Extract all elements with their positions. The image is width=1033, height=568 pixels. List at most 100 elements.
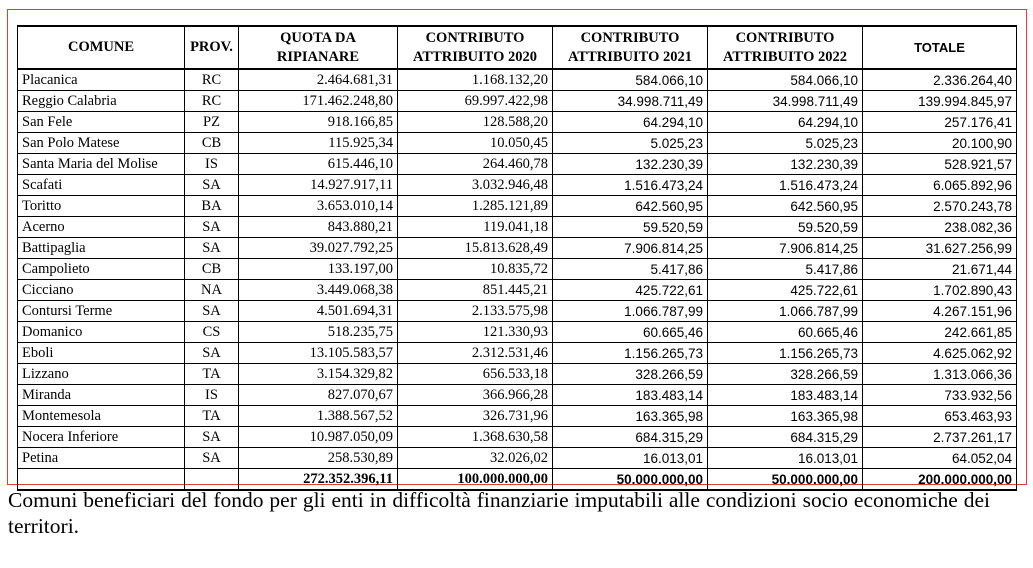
cell-c2020: 119.041,18	[397, 216, 553, 238]
cell-totale: 139.994.845,97	[862, 90, 1017, 112]
table-row: Scafati SA 14.927.917,11 3.032.946,48 1.516.…	[17, 174, 1017, 196]
cell-quota: 518.235,75	[238, 321, 398, 343]
header-c2022-line2: ATTRIBUITO 2022	[723, 48, 847, 65]
cell-comune: Santa Maria del Molise	[17, 153, 185, 175]
table-row: Acerno SA 843.880,21 119.041,18 59.520,59 59.…	[17, 216, 1017, 238]
cell-comune: Contursi Terme	[17, 300, 185, 322]
cell-c2020: 326.731,96	[397, 405, 553, 427]
cell-c2020: 1.168.132,20	[397, 68, 553, 91]
cell-prov: SA	[184, 237, 239, 259]
cell-c2022: 59.520,59	[707, 216, 863, 238]
table-caption: Comuni beneficiari del fondo per gli ent…	[8, 488, 990, 538]
cell-c2022: 7.906.814,25	[707, 237, 863, 259]
total-totale: 200.000.000,00	[862, 468, 1017, 491]
cell-c2020: 69.997.422,98	[397, 90, 553, 112]
cell-c2021: 1.516.473,24	[552, 174, 708, 196]
cell-c2022: 425.722,61	[707, 279, 863, 301]
cell-prov: CB	[184, 258, 239, 280]
cell-c2020: 15.813.628,49	[397, 237, 553, 259]
cell-c2021: 425.722,61	[552, 279, 708, 301]
cell-c2022: 328.266,59	[707, 363, 863, 385]
header-totale: TOTALE	[862, 25, 1017, 70]
cell-quota: 133.197,00	[238, 258, 398, 280]
cell-quota: 171.462.248,80	[238, 90, 398, 112]
table-row: Montemesola TA 1.388.567,52 326.731,96 163.3…	[17, 405, 1017, 427]
cell-prov: CS	[184, 321, 239, 343]
totals-row: 272.352.396,11 100.000.000,00 50.000.000,0…	[17, 468, 1017, 491]
header-contributo-2022: CONTRIBUTO ATTRIBUITO 2022	[707, 25, 863, 70]
table-row: Petina SA 258.530,89 32.026,02 16.013,01 16.0…	[17, 447, 1017, 469]
cell-comune: Eboli	[17, 342, 185, 364]
cell-c2022: 5.025,23	[707, 132, 863, 154]
header-prov: PROV.	[184, 25, 239, 70]
cell-comune: Nocera Inferiore	[17, 426, 185, 448]
header-contributo-2020: CONTRIBUTO ATTRIBUITO 2020	[397, 25, 553, 70]
cell-c2021: 34.998.711,49	[552, 90, 708, 112]
header-c2022-line1: CONTRIBUTO	[735, 29, 835, 46]
header-quota: QUOTA DA RIPIANARE	[238, 25, 398, 70]
cell-quota: 2.464.681,31	[238, 68, 398, 91]
cell-prov: NA	[184, 279, 239, 301]
cell-quota: 3.653.010,14	[238, 195, 398, 217]
cell-prov: SA	[184, 426, 239, 448]
cell-c2022: 1.066.787,99	[707, 300, 863, 322]
cell-c2022: 34.998.711,49	[707, 90, 863, 112]
cell-quota: 10.987.050,09	[238, 426, 398, 448]
cell-quota: 1.388.567,52	[238, 405, 398, 427]
header-contributo-2021: CONTRIBUTO ATTRIBUITO 2021	[552, 25, 708, 70]
cell-c2020: 2.312.531,46	[397, 342, 553, 364]
cell-c2020: 121.330,93	[397, 321, 553, 343]
cell-totale: 31.627.256,99	[862, 237, 1017, 259]
cell-quota: 3.449.068,38	[238, 279, 398, 301]
cell-totale: 653.463,93	[862, 405, 1017, 427]
cell-c2022: 64.294,10	[707, 111, 863, 133]
cell-c2021: 684.315,29	[552, 426, 708, 448]
table-row: Miranda IS 827.070,67 366.966,28 183.483,14 1…	[17, 384, 1017, 406]
cell-c2021: 59.520,59	[552, 216, 708, 238]
total-c2022: 50.000.000,00	[707, 468, 863, 491]
cell-quota: 615.446,10	[238, 153, 398, 175]
cell-c2020: 1.285.121,89	[397, 195, 553, 217]
cell-quota: 115.925,34	[238, 132, 398, 154]
cell-totale: 257.176,41	[862, 111, 1017, 133]
cell-prov: SA	[184, 216, 239, 238]
cell-c2021: 328.266,59	[552, 363, 708, 385]
cell-quota: 13.105.583,57	[238, 342, 398, 364]
cell-c2022: 1.516.473,24	[707, 174, 863, 196]
cell-totale: 2.570.243,78	[862, 195, 1017, 217]
cell-comune: Campolieto	[17, 258, 185, 280]
cell-comune: Toritto	[17, 195, 185, 217]
total-c2021: 50.000.000,00	[552, 468, 708, 491]
table-row: San Fele PZ 918.166,85 128.588,20 64.294,10 6…	[17, 111, 1017, 133]
total-quota: 272.352.396,11	[238, 468, 398, 491]
funding-table: COMUNE PROV. QUOTA DA RIPIANARE CONTRIBU…	[17, 25, 1017, 491]
table-row: Lizzano TA 3.154.329,82 656.533,18 328.266,5…	[17, 363, 1017, 385]
cell-prov: RC	[184, 90, 239, 112]
cell-totale: 242.661,85	[862, 321, 1017, 343]
cell-c2021: 163.365,98	[552, 405, 708, 427]
cell-quota: 39.027.792,25	[238, 237, 398, 259]
header-quota-line1: QUOTA DA	[280, 29, 356, 46]
header-c2021-line1: CONTRIBUTO	[580, 29, 680, 46]
cell-c2021: 60.665,46	[552, 321, 708, 343]
cell-comune: San Fele	[17, 111, 185, 133]
cell-c2021: 7.906.814,25	[552, 237, 708, 259]
cell-c2021: 642.560,95	[552, 195, 708, 217]
cell-c2022: 163.365,98	[707, 405, 863, 427]
cell-prov: BA	[184, 195, 239, 217]
cell-quota: 827.070,67	[238, 384, 398, 406]
cell-quota: 918.166,85	[238, 111, 398, 133]
cell-c2021: 1.156.265,73	[552, 342, 708, 364]
table-row: Placanica RC 2.464.681,31 1.168.132,20 584.0…	[17, 68, 1017, 91]
cell-comune: Placanica	[17, 68, 185, 91]
cell-comune: San Polo Matese	[17, 132, 185, 154]
cell-c2021: 132.230,39	[552, 153, 708, 175]
cell-totale: 2.737.261,17	[862, 426, 1017, 448]
cell-prov: PZ	[184, 111, 239, 133]
cell-c2020: 2.133.575,98	[397, 300, 553, 322]
table-row: Nocera Inferiore SA 10.987.050,09 1.368.630…	[17, 426, 1017, 448]
cell-c2022: 132.230,39	[707, 153, 863, 175]
cell-totale: 1.313.066,36	[862, 363, 1017, 385]
cell-c2022: 642.560,95	[707, 195, 863, 217]
cell-totale: 1.702.890,43	[862, 279, 1017, 301]
